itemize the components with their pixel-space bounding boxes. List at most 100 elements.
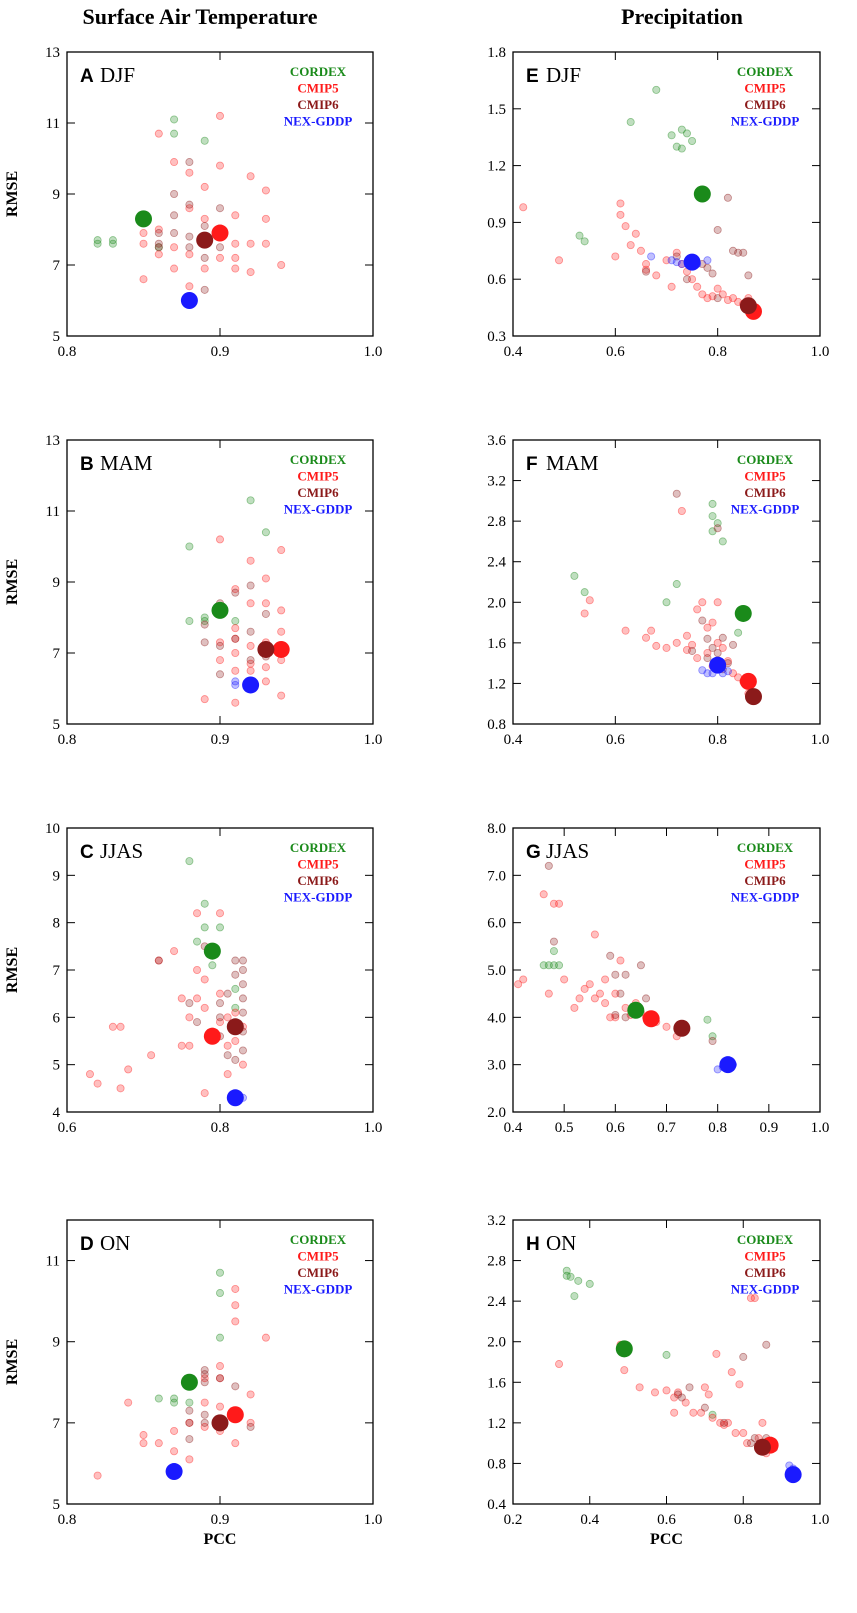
plot-frame [512, 51, 821, 337]
data-point-cmip5 [231, 624, 240, 633]
legend-entry-cmip6: CMIP6 [297, 1265, 339, 1280]
panel-letter: G [526, 842, 541, 863]
data-point-cmip5 [215, 253, 224, 262]
data-point-cmip5 [277, 691, 286, 700]
data-point-cmip5 [93, 1471, 102, 1480]
data-point-cmip5 [231, 264, 240, 273]
data-point-cmip5 [215, 161, 224, 170]
panel-season: DJF [546, 63, 581, 87]
data-point-cmip5 [743, 1439, 752, 1448]
ensemble-mean-nex-gddp [784, 1466, 802, 1484]
x-tick-label: 0.6 [657, 1512, 676, 1528]
data-point-cmip6 [154, 956, 163, 965]
data-point-cordex [585, 1279, 594, 1288]
ensemble-mean-nex-gddp [683, 253, 701, 271]
data-point-cmip5 [735, 1380, 744, 1389]
x-axis-label: PCC [204, 1531, 237, 1548]
ensemble-mean-cordex [211, 601, 229, 619]
data-point-cmip6 [185, 1418, 194, 1427]
data-point-cmip5 [231, 1301, 240, 1310]
y-tick-label: 1.5 [487, 102, 506, 118]
data-point-cordex [193, 937, 202, 946]
y-tick-label: 9 [53, 1335, 61, 1351]
y-tick-label: 3.0 [487, 1058, 506, 1074]
x-tick-label: 1.0 [811, 1512, 830, 1528]
data-point-cmip5 [215, 989, 224, 998]
y-tick-label: 10 [45, 821, 60, 837]
data-point-cmip5 [631, 229, 640, 238]
data-point-cmip5 [277, 627, 286, 636]
panel-season: MAM [100, 451, 153, 475]
data-point-cmip5 [652, 271, 661, 280]
x-tick-label: 0.6 [58, 1120, 77, 1136]
data-point-cmip6 [703, 634, 712, 643]
data-point-cordex [170, 1394, 179, 1403]
data-point-cmip6 [739, 248, 748, 257]
data-point-cmip6 [200, 221, 209, 230]
ensemble-mean-cordex [734, 604, 752, 622]
data-point-cmip5 [246, 268, 255, 277]
panel-season: MAM [546, 451, 599, 475]
data-point-cmip5 [647, 626, 656, 635]
data-point-cordex [185, 617, 194, 626]
data-point-cordex [108, 236, 117, 245]
data-point-cmip6 [674, 1390, 683, 1399]
data-point-cordex [580, 588, 589, 597]
y-tick-label: 2.0 [487, 595, 506, 611]
data-point-cmip5 [703, 623, 712, 632]
data-point-cmip5 [704, 1390, 713, 1399]
data-point-cmip5 [277, 546, 286, 555]
y-tick-label: 8.0 [487, 821, 506, 837]
data-point-cmip5 [185, 1455, 194, 1464]
data-point-cmip6 [682, 275, 691, 284]
data-point-cordex [170, 1398, 179, 1407]
y-tick-label: 7 [53, 258, 61, 274]
ensemble-mean-cmip6 [211, 1414, 229, 1432]
panel-letter: D [80, 1234, 94, 1255]
panel-season: JJAS [546, 839, 589, 863]
data-point-cmip5 [681, 1398, 690, 1407]
y-tick-label: 4 [53, 1105, 61, 1121]
data-point-cordex [108, 239, 117, 248]
data-point-cordex [662, 1350, 671, 1359]
data-point-cmip5 [642, 265, 651, 274]
data-point-cmip5 [261, 239, 270, 248]
data-point-cmip5 [108, 1022, 117, 1031]
data-point-cordex [682, 129, 691, 138]
data-point-cmip5 [231, 239, 240, 248]
x-tick-label: 0.9 [211, 1512, 230, 1528]
data-point-cmip6 [713, 524, 722, 533]
data-point-cmip5 [708, 1413, 717, 1422]
data-point-cmip6 [672, 252, 681, 261]
data-point-cordex [580, 237, 589, 246]
data-point-cmip5 [231, 634, 240, 643]
legend-entry-nex-gddp: NEX-GDDP [731, 1282, 800, 1297]
ensemble-mean-cordex [135, 210, 152, 228]
data-point-cmip5 [246, 556, 255, 565]
legend-entry-cordex: CORDEX [290, 452, 347, 467]
data-point-cmip6 [246, 656, 255, 665]
data-point-cmip5 [635, 1383, 644, 1392]
x-tick-label: 0.9 [211, 732, 230, 748]
legend-entry-cmip6: CMIP6 [297, 485, 339, 500]
data-point-cmip5 [712, 1349, 721, 1358]
data-point-cordex [544, 961, 553, 970]
data-point-cmip5 [718, 290, 727, 299]
data-point-cmip5 [124, 1398, 133, 1407]
ensemble-mean-nex-gddp [719, 1056, 737, 1074]
data-point-cordex [185, 1398, 194, 1407]
data-point-cmip6 [700, 1403, 709, 1412]
data-point-cordex [93, 236, 102, 245]
y-tick-label: 4.0 [487, 1010, 506, 1026]
data-point-cmip6 [154, 239, 163, 248]
x-tick-label: 0.9 [759, 1120, 778, 1136]
plot-frame [512, 439, 821, 725]
data-point-cordex [154, 1394, 163, 1403]
data-point-cordex [215, 1289, 224, 1298]
data-point-cmip5 [727, 1368, 736, 1377]
data-point-cordex [713, 519, 722, 528]
data-point-cmip5 [200, 695, 209, 704]
legend-entry-cmip6: CMIP6 [744, 97, 786, 112]
y-tick-label: 6.0 [487, 916, 506, 932]
data-point-cmip5 [261, 574, 270, 583]
